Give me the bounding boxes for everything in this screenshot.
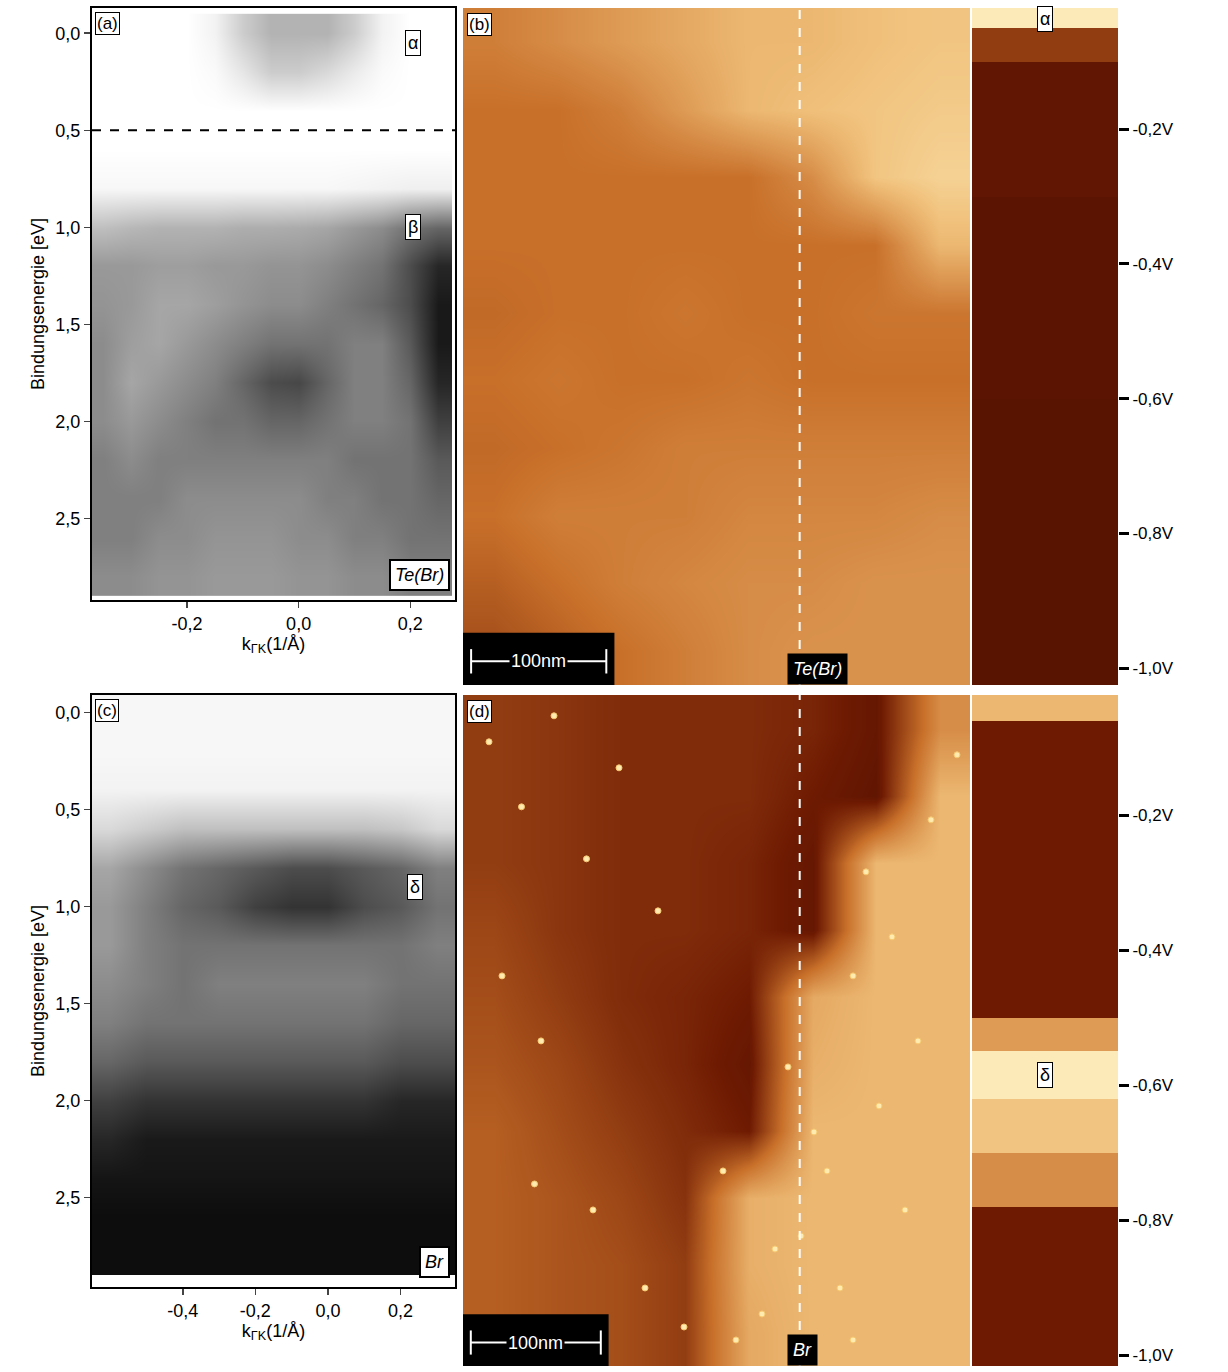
svg-text:α: α bbox=[408, 33, 418, 53]
svg-text:1,0: 1,0 bbox=[55, 897, 80, 917]
svg-text:0,5: 0,5 bbox=[55, 800, 80, 820]
svg-text:0,0: 0,0 bbox=[286, 614, 311, 634]
svg-text:-0,6V: -0,6V bbox=[1132, 390, 1173, 409]
svg-text:Br: Br bbox=[793, 1340, 812, 1360]
svg-text:0,0: 0,0 bbox=[315, 1301, 340, 1321]
svg-text:1,5: 1,5 bbox=[55, 315, 80, 335]
svg-text:Te(Br): Te(Br) bbox=[395, 565, 444, 585]
svg-text:-0,6V: -0,6V bbox=[1132, 1076, 1173, 1095]
svg-text:-0,8V: -0,8V bbox=[1132, 524, 1173, 543]
svg-text:-0,4V: -0,4V bbox=[1132, 941, 1173, 960]
svg-text:1,5: 1,5 bbox=[55, 994, 80, 1014]
svg-text:0,0: 0,0 bbox=[55, 703, 80, 723]
svg-text:2,0: 2,0 bbox=[55, 412, 80, 432]
svg-text:2,0: 2,0 bbox=[55, 1091, 80, 1111]
svg-text:1,0: 1,0 bbox=[55, 218, 80, 238]
svg-text:-1,0V: -1,0V bbox=[1132, 1346, 1173, 1365]
svg-text:k​ΓK​(1/Å): k​ΓK​(1/Å) bbox=[242, 1321, 305, 1344]
svg-text:-0,2V: -0,2V bbox=[1132, 120, 1173, 139]
svg-text:-1,0V: -1,0V bbox=[1132, 659, 1173, 678]
svg-text:δ: δ bbox=[1040, 1065, 1050, 1085]
svg-text:0,0: 0,0 bbox=[55, 24, 80, 44]
svg-text:(a): (a) bbox=[97, 14, 118, 33]
svg-text:-0,8V: -0,8V bbox=[1132, 1211, 1173, 1230]
svg-text:-0,4: -0,4 bbox=[167, 1301, 198, 1321]
svg-text:-0,2V: -0,2V bbox=[1132, 806, 1173, 825]
svg-text:(b): (b) bbox=[469, 15, 490, 34]
svg-text:100nm: 100nm bbox=[511, 651, 566, 671]
svg-text:0,2: 0,2 bbox=[398, 614, 423, 634]
svg-text:-0,4V: -0,4V bbox=[1132, 255, 1173, 274]
svg-text:Bindungsenergie [eV]: Bindungsenergie [eV] bbox=[28, 905, 48, 1077]
svg-text:δ: δ bbox=[410, 877, 420, 897]
svg-text:-0,2: -0,2 bbox=[171, 614, 202, 634]
svg-text:0,5: 0,5 bbox=[55, 121, 80, 141]
svg-text:β: β bbox=[408, 217, 418, 237]
svg-text:2,5: 2,5 bbox=[55, 509, 80, 529]
svg-text:100nm: 100nm bbox=[508, 1333, 563, 1353]
svg-text:0,2: 0,2 bbox=[388, 1301, 413, 1321]
svg-text:Bindungsenergie [eV]: Bindungsenergie [eV] bbox=[28, 218, 48, 390]
svg-text:Br: Br bbox=[425, 1252, 444, 1272]
svg-text:Te(Br): Te(Br) bbox=[793, 659, 842, 679]
svg-text:α: α bbox=[1040, 9, 1050, 29]
svg-text:2,5: 2,5 bbox=[55, 1188, 80, 1208]
svg-text:-0,2: -0,2 bbox=[240, 1301, 271, 1321]
svg-text:k​ΓK​(1/Å): k​ΓK​(1/Å) bbox=[242, 634, 305, 657]
svg-text:(d): (d) bbox=[469, 702, 490, 721]
svg-text:(c): (c) bbox=[97, 701, 117, 720]
